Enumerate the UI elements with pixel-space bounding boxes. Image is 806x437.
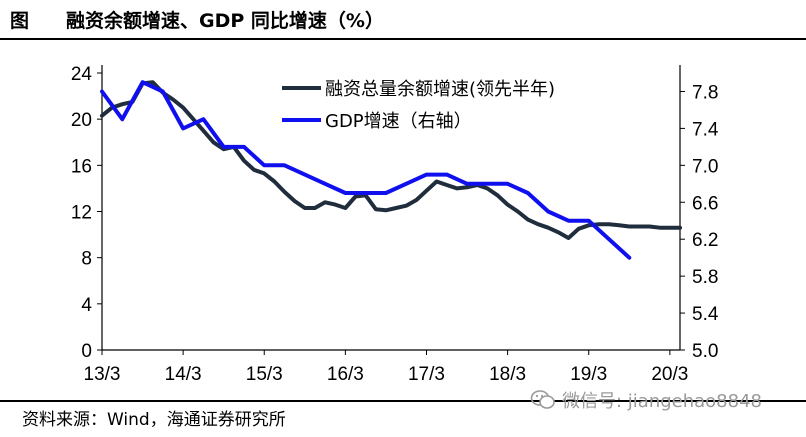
chart-series [100, 80, 682, 260]
line-chart: 0 4 8 12 16 20 24 5.0 5.4 5.8 6.2 6.6 7.0 7.4 7.8 13/3 1… [71, 64, 719, 385]
right-tick-label: 5.8 [692, 267, 718, 288]
x-tick-label: 13/3 [84, 364, 121, 385]
title-divider [0, 38, 806, 40]
right-tick-label: 6.6 [692, 193, 718, 214]
right-tick-label: 6.2 [692, 230, 718, 251]
left-tick-label: 16 [71, 156, 92, 177]
x-tick-label: 17/3 [408, 364, 445, 385]
watermark-text: 微信号: jiangehao8848 [562, 391, 762, 412]
figure-header: 图 融资余额增速、GDP 同比增速（%） [0, 0, 806, 38]
x-tick-label: 16/3 [327, 364, 364, 385]
source-note: 资料来源：Wind，海通证券研究所 [22, 410, 286, 430]
chart-axes: 0 4 8 12 16 20 24 5.0 5.4 5.8 6.2 6.6 7.0 7.4 7.8 13/3 1… [71, 64, 719, 385]
right-tick-label: 7.8 [692, 82, 718, 103]
x-tick-label: 15/3 [246, 364, 283, 385]
right-tick-label: 7.4 [692, 119, 719, 140]
left-tick-label: 4 [81, 295, 92, 316]
x-tick-label: 18/3 [489, 364, 526, 385]
footer-divider [0, 400, 806, 402]
legend-label-financing: 融资总量余额增速(领先半年) [325, 79, 555, 100]
financing-growth-line [100, 80, 682, 240]
chart-title: 融资余额增速、GDP 同比增速（%） [66, 10, 384, 32]
x-tick-label: 14/3 [165, 364, 202, 385]
figure-label: 图 [10, 10, 30, 32]
legend-label-gdp: GDP增速（右轴） [325, 111, 472, 132]
right-tick-label: 7.0 [692, 156, 718, 177]
chart-legend: 融资总量余额增速(领先半年) GDP增速（右轴） [282, 79, 555, 132]
left-tick-label: 8 [81, 249, 92, 270]
left-tick-label: 0 [81, 341, 92, 362]
gdp-growth-line [100, 80, 632, 260]
right-tick-label: 5.0 [692, 341, 718, 362]
left-tick-label: 24 [71, 64, 93, 85]
left-tick-label: 12 [71, 203, 92, 224]
watermark: 微信号: jiangehao8848 [530, 387, 762, 413]
x-tick-label: 20/3 [651, 364, 688, 385]
x-tick-label: 19/3 [570, 364, 607, 385]
left-tick-label: 20 [71, 110, 92, 131]
right-tick-label: 5.4 [692, 304, 719, 325]
wechat-icon [530, 390, 555, 409]
